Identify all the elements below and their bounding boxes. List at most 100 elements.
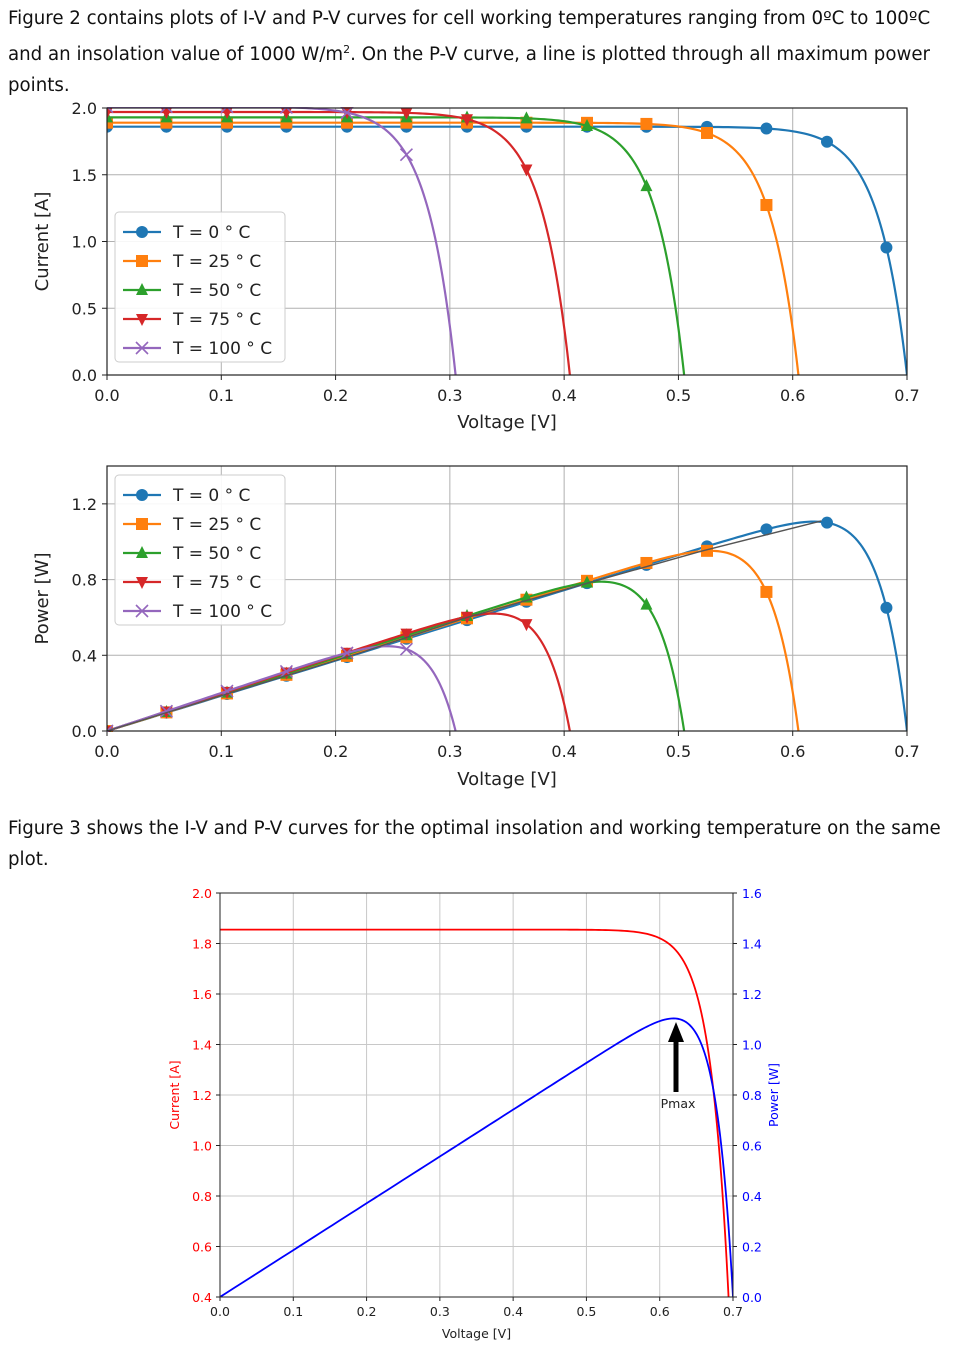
pv-xtick-label: 0.7: [894, 742, 919, 761]
pv-data-point: [400, 628, 413, 641]
iv-x-axis-label: Voltage [V]: [457, 412, 557, 433]
combo-xtick-label: 0.5: [576, 1304, 596, 1319]
iv-curve-chart: 0.0 0.1 0.2 0.3 0.4 0.5 0.6 0.7 0.0 0.5 1.0 1.5 2.0 T…: [32, 99, 920, 433]
combo-ytick-right-label: 0.2: [742, 1240, 762, 1255]
combo-ytick-left-label: 1.4: [192, 1038, 212, 1053]
pv-legend-label: T = 100 ° C: [172, 602, 272, 622]
pv-ytick-label: 0.0: [72, 722, 97, 741]
iv-xtick-label: 0.0: [94, 386, 119, 405]
iv-legend-label: T = 0 ° C: [172, 223, 250, 243]
iv-data-point: [107, 107, 114, 114]
fig2-intro-superscript: 2: [343, 43, 351, 56]
pv-data-point: [760, 523, 773, 536]
combo-plot-area: [220, 928, 733, 1297]
iv-data-point: [340, 107, 354, 120]
iv-legend-frame: [114, 211, 286, 363]
pv-xtick-label: 0.2: [323, 742, 348, 761]
iv-data-point: [341, 116, 353, 129]
pv-legend-label: T = 75 ° C: [172, 573, 261, 593]
iv-legend-marker: [136, 226, 148, 238]
iv-ytick-label: 0.0: [72, 366, 97, 385]
combo-ytick-right-label: 1.4: [742, 937, 762, 952]
combo-x-axis-label: Voltage [V]: [442, 1326, 511, 1341]
fig2-intro-part-a: Figure 2 contains plots of I-V and P-V c…: [8, 8, 931, 66]
combo-ytick-left-label: 0.8: [192, 1189, 212, 1204]
pv-data-point: [279, 664, 293, 678]
pv-data-point: [640, 597, 653, 610]
iv-data-point: [880, 241, 893, 254]
combo-xtick-label: 0.2: [357, 1304, 377, 1319]
pv-legend-marker: [136, 546, 148, 558]
combo-xtick-label: 0.7: [723, 1304, 743, 1319]
pv-plot-area: [107, 516, 907, 732]
iv-legend-label: T = 75 ° C: [172, 310, 261, 330]
pv-legend-frame: [114, 474, 286, 626]
iv-series-line: [107, 107, 457, 376]
pv-data-point: [159, 704, 173, 718]
pv-max-power-line: [107, 520, 822, 732]
iv-legend-label: T = 25 ° C: [172, 252, 261, 272]
figure-2-intro-text: Figure 2 contains plots of I-V and P-V c…: [8, 3, 958, 101]
combo-ytick-right-label: 1.2: [742, 987, 762, 1002]
iv-xtick-label: 0.3: [437, 386, 462, 405]
pv-xtick-label: 0.6: [780, 742, 805, 761]
iv-data-point: [280, 116, 293, 129]
pv-axes-frame: [106, 465, 908, 732]
iv-data-point: [461, 114, 473, 127]
combo-ytick-right-label: 0.8: [742, 1088, 762, 1103]
combo-ytick-left-label: 1.0: [192, 1139, 212, 1154]
iv-data-point: [107, 116, 113, 129]
combo-power-line: [220, 1017, 733, 1297]
iv-legend-marker: [135, 341, 149, 355]
pv-series-line: [107, 580, 686, 732]
iv-y-axis-label: Current [A]: [32, 192, 53, 292]
iv-data-point: [760, 122, 773, 135]
combo-xtick-label: 0.6: [650, 1304, 670, 1319]
iv-data-point: [400, 107, 413, 120]
combo-ytick-right-label: 0.6: [742, 1139, 762, 1154]
iv-xtick-label: 0.1: [209, 386, 234, 405]
combo-axes-frame: [219, 892, 734, 1298]
iv-data-point: [220, 107, 234, 114]
iv-data-point: [520, 111, 533, 124]
iv-data-point: [640, 117, 653, 130]
pv-data-point: [520, 619, 533, 632]
combo-ytick-left-label: 1.6: [192, 987, 212, 1002]
pv-ytick-label: 1.2: [72, 495, 97, 514]
pv-legend-marker: [135, 604, 149, 618]
iv-ytick-label: 1.0: [72, 233, 97, 252]
iv-data-point: [159, 107, 173, 114]
pv-data-point: [880, 601, 893, 614]
pv-ytick-label: 0.4: [72, 646, 97, 665]
iv-data-point: [760, 199, 773, 212]
pv-legend-marker: [136, 577, 148, 589]
iv-plot-area: [107, 107, 907, 376]
iv-legend-label: T = 50 ° C: [172, 281, 261, 301]
iv-data-point: [107, 107, 113, 120]
iv-xtick-label: 0.4: [551, 386, 576, 405]
pv-legend-label: T = 0 ° C: [172, 486, 250, 506]
iv-legend-marker: [136, 255, 148, 267]
pv-data-point: [107, 724, 114, 732]
pv-x-axis-label: Voltage [V]: [457, 769, 557, 790]
pv-xtick-label: 0.0: [94, 742, 119, 761]
iv-xtick-label: 0.6: [780, 386, 805, 405]
pv-data-point: [340, 646, 354, 660]
pv-data-point: [701, 544, 713, 557]
iv-series-line: [107, 116, 686, 376]
iv-data-point: [400, 116, 413, 129]
combo-ytick-right-label: 0.0: [742, 1290, 762, 1305]
combo-ytick-left-label: 0.6: [192, 1240, 212, 1255]
pmax-arrow-head: [668, 1022, 684, 1042]
combo-y-left-axis-label: Current [A]: [167, 1060, 182, 1129]
pv-legend-marker: [136, 489, 148, 501]
pmax-annotation: Pmax: [661, 1096, 696, 1111]
combo-ytick-right-label: 1.0: [742, 1038, 762, 1053]
combo-xtick-label: 0.3: [430, 1304, 450, 1319]
iv-data-point: [701, 126, 713, 139]
pv-data-point: [760, 585, 773, 598]
combo-xtick-label: 0.1: [283, 1304, 303, 1319]
iv-legend-marker: [136, 283, 148, 295]
combo-ytick-left-label: 1.2: [192, 1088, 212, 1103]
